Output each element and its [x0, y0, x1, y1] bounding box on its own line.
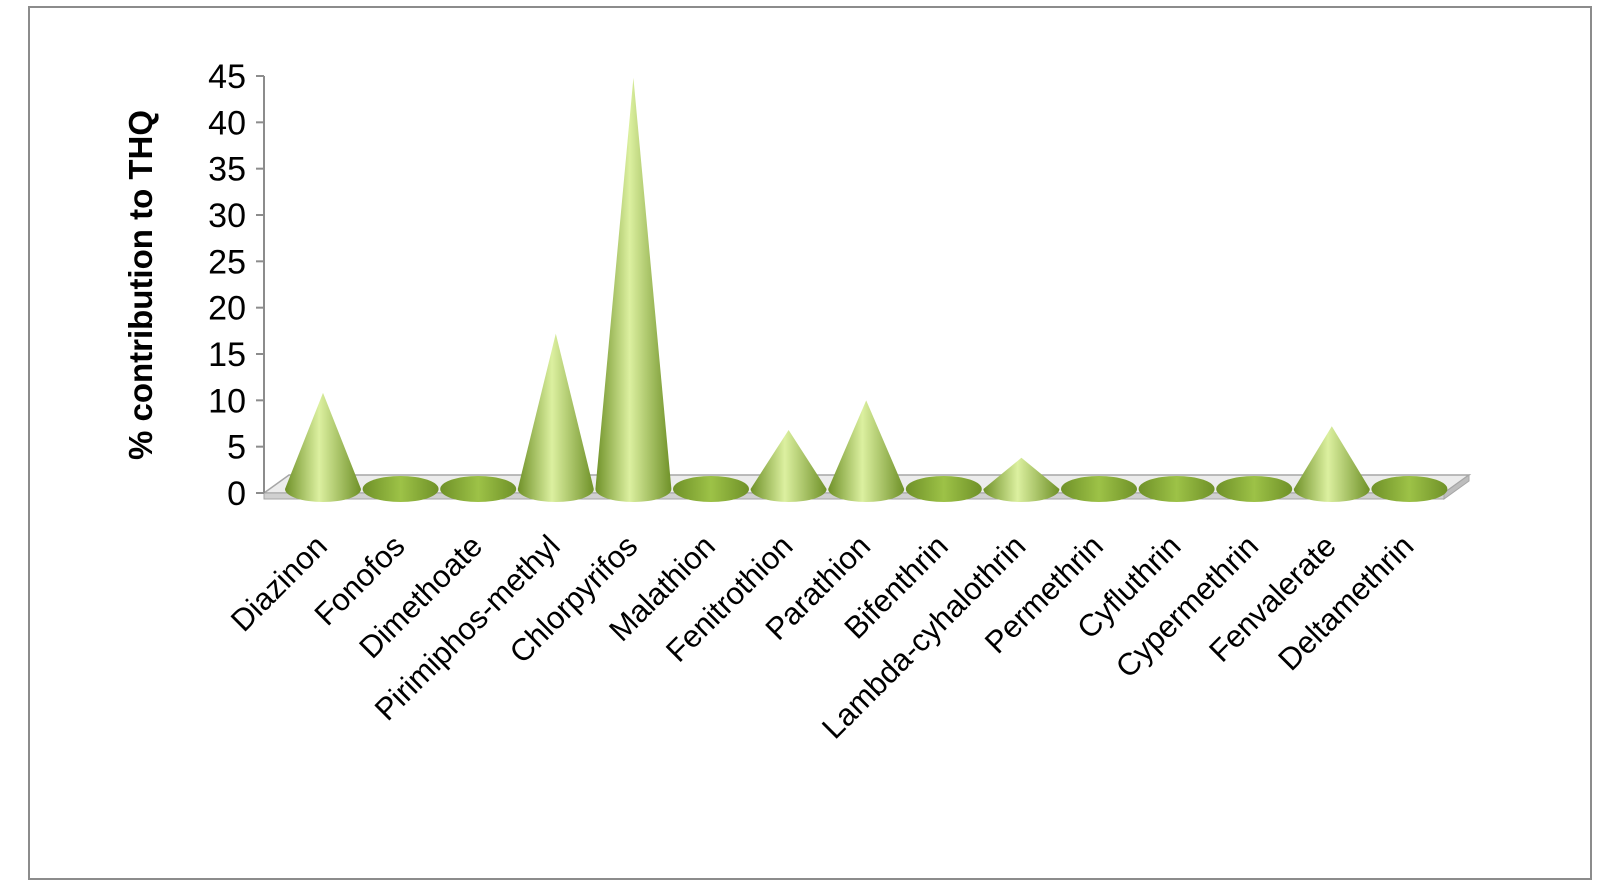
- y-tick-label: 30: [208, 197, 246, 235]
- cone-bar: [1061, 476, 1137, 502]
- x-category-label: Diazinon: [224, 528, 334, 638]
- cone-base: [673, 476, 749, 502]
- y-tick-label: 0: [227, 475, 246, 513]
- cone-bar: [1371, 476, 1448, 502]
- cone-body: [595, 77, 672, 503]
- cone-bar: [1216, 476, 1293, 502]
- cone-base: [362, 476, 439, 502]
- y-tick-label: 20: [208, 290, 246, 328]
- y-tick-label: 15: [208, 336, 246, 374]
- cone-bar: [983, 457, 1060, 503]
- cone-body: [828, 400, 905, 503]
- cone-bar: [750, 429, 827, 503]
- cone-bar: [362, 476, 439, 502]
- y-tick-label: 25: [208, 243, 246, 281]
- cone-body: [750, 429, 827, 503]
- y-axis-title: % contribution to THQ: [122, 110, 159, 460]
- cone-bar: [1293, 426, 1370, 503]
- cone-series: [285, 77, 1448, 503]
- y-tick-label: 45: [208, 58, 246, 96]
- cone-bar: [905, 476, 982, 502]
- cone-bar: [673, 476, 749, 502]
- cone-base: [905, 476, 982, 502]
- cone-bar: [285, 392, 361, 502]
- cone-base: [1216, 476, 1293, 502]
- cone-body: [1293, 426, 1370, 503]
- x-category-label: Deltamethrin: [1271, 528, 1420, 677]
- y-tick-label: 35: [208, 151, 246, 189]
- x-axis-labels: DiazinonFonofosDimethoatePirimiphos-meth…: [224, 528, 1420, 745]
- cone-bar: [595, 77, 672, 503]
- cone-bar: [828, 400, 905, 503]
- cone-body: [517, 333, 594, 503]
- y-tick-label: 40: [208, 104, 246, 142]
- cone-body: [983, 457, 1060, 503]
- cone-base: [1061, 476, 1137, 502]
- y-tick-label: 5: [227, 429, 246, 467]
- y-tick-label: 10: [208, 382, 246, 420]
- cone-base: [440, 476, 517, 502]
- cone-base: [1371, 476, 1448, 502]
- cone-bar: [1138, 476, 1215, 502]
- cone-body: [285, 392, 361, 502]
- y-axis: 0 5 10 15 20 25 30 35 40 45: [208, 58, 265, 513]
- cone-bar: [517, 333, 594, 503]
- cone-bar: [440, 476, 517, 502]
- cone-base: [1138, 476, 1215, 502]
